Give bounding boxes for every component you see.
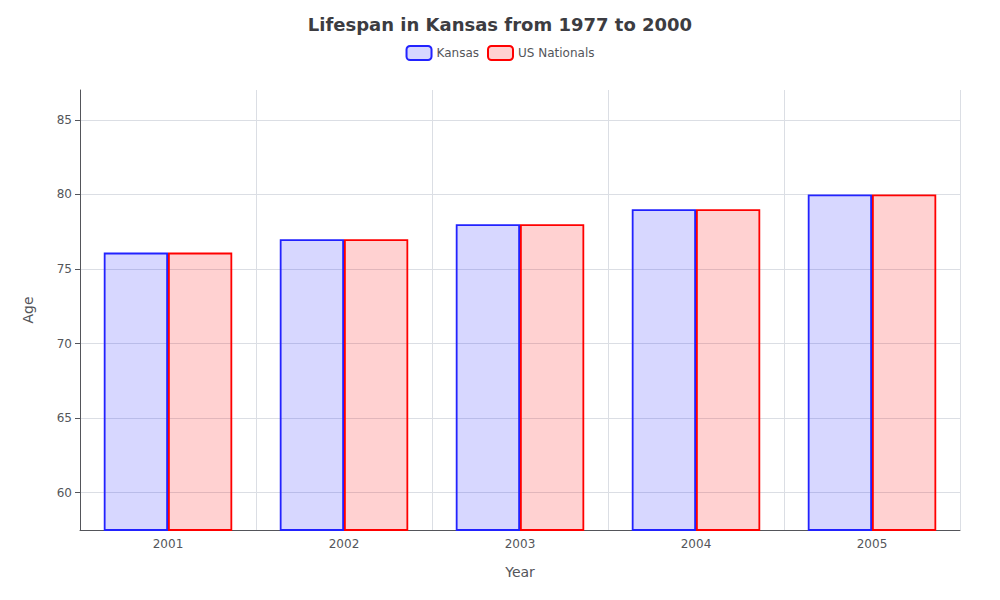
- svg-text:Lifespan in Kansas from 1977 t: Lifespan in Kansas from 1977 to 2000: [308, 14, 692, 35]
- svg-text:Age: Age: [20, 296, 36, 323]
- svg-text:Kansas: Kansas: [437, 46, 479, 60]
- svg-text:70: 70: [57, 337, 72, 351]
- svg-text:75: 75: [57, 262, 72, 276]
- svg-text:2005: 2005: [857, 537, 888, 551]
- svg-text:Year: Year: [504, 564, 535, 580]
- svg-text:2002: 2002: [329, 537, 360, 551]
- svg-text:2003: 2003: [505, 537, 536, 551]
- svg-text:US Nationals: US Nationals: [518, 46, 594, 60]
- svg-text:60: 60: [57, 486, 72, 500]
- svg-text:2001: 2001: [153, 537, 184, 551]
- svg-text:85: 85: [57, 113, 72, 127]
- svg-text:80: 80: [57, 187, 72, 201]
- svg-text:65: 65: [57, 411, 72, 425]
- svg-text:2004: 2004: [681, 537, 712, 551]
